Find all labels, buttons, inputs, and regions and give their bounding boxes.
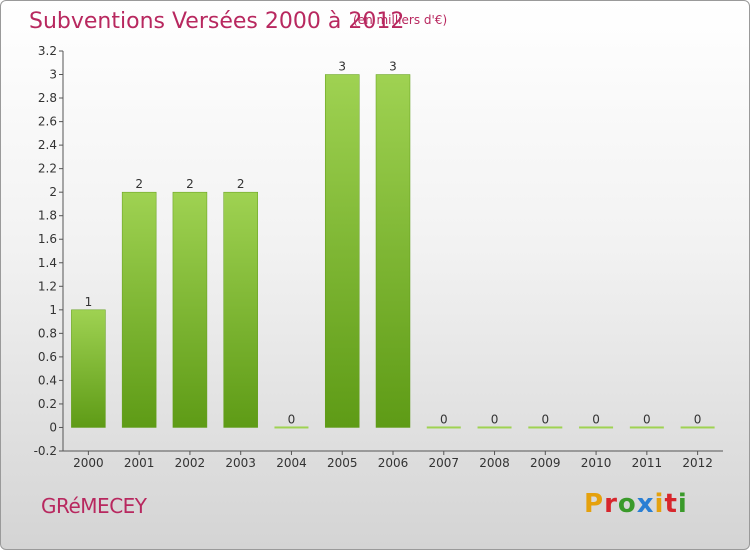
data-label: 2 (186, 177, 194, 191)
data-label: 0 (288, 412, 296, 426)
y-tick-label: 2.4 (38, 138, 57, 152)
x-tick-label: 2005 (327, 456, 358, 470)
x-tick-label: 2011 (632, 456, 663, 470)
x-tick-label: 2000 (73, 456, 104, 470)
y-tick-label: 1 (49, 303, 57, 317)
bar-2011 (629, 426, 664, 429)
y-tick-label: 1.4 (38, 256, 57, 270)
x-tick-label: 2010 (581, 456, 612, 470)
logo-letter: x (636, 489, 655, 519)
logo-letter: r (604, 489, 618, 519)
bar-2006 (375, 74, 411, 428)
x-tick-label: 2009 (530, 456, 561, 470)
bar-2010 (579, 426, 614, 429)
logo-letter: o (617, 489, 637, 519)
commune-name: GRéMECEY (41, 494, 147, 518)
data-label: 0 (440, 412, 448, 426)
data-label: 0 (592, 412, 600, 426)
logo-letter: i (654, 489, 665, 519)
bars-group (71, 74, 715, 429)
y-tick-label: 2.6 (38, 115, 57, 129)
data-label: 0 (491, 412, 499, 426)
data-label: 0 (541, 412, 549, 426)
bar-2012 (680, 426, 715, 429)
y-tick-label: 3 (49, 68, 57, 82)
y-tick-label: 0.8 (38, 326, 57, 340)
x-tick-label: 2002 (175, 456, 206, 470)
bar-2009 (528, 426, 563, 429)
labels-group: 2000 1 2001 2 2002 2 2003 2 2004 0 2005 3 2006 3 2007 0… (73, 60, 713, 470)
x-tick-label: 2004 (276, 456, 307, 470)
x-tick-label: 2007 (428, 456, 459, 470)
logo-letter: P (584, 489, 605, 519)
x-tick-label: 2008 (479, 456, 510, 470)
y-tick-label: -0.2 (34, 444, 57, 458)
chart-title: Subventions Versées 2000 à 2012 (29, 9, 405, 34)
data-label: 2 (135, 177, 143, 191)
proxiti-logo[interactable]: Proxiti (584, 489, 688, 519)
bar-2002 (172, 191, 208, 428)
y-tick-label: 1.6 (38, 232, 57, 246)
bar-2008 (477, 426, 512, 429)
y-tick-label: 2.8 (38, 91, 57, 105)
y-tick-label: 0.6 (38, 350, 57, 364)
logo-letter: t (664, 489, 678, 519)
data-label: 1 (85, 295, 93, 309)
y-tick-label: 2.2 (38, 162, 57, 176)
x-tick-label: 2012 (682, 456, 713, 470)
axes: -0.2 0 0.2 0.4 0.6 0.8 1 1.2 1.4 1.6 1.8 2 2.2 2.4 2.6… (34, 44, 723, 458)
data-label: 0 (643, 412, 651, 426)
y-tick-label: 2 (49, 185, 57, 199)
y-tick-label: 1.8 (38, 209, 57, 223)
logo-letter: i (677, 489, 688, 519)
data-label: 3 (389, 60, 397, 74)
x-tick-label: 2003 (225, 456, 256, 470)
data-label: 2 (237, 177, 245, 191)
y-tick-label: 0.4 (38, 373, 57, 387)
y-tick-label: 0.2 (38, 397, 57, 411)
bar-2001 (121, 191, 157, 428)
bar-2003 (223, 191, 258, 428)
y-tick-label: 3.2 (38, 44, 57, 58)
x-tick-label: 2006 (378, 456, 409, 470)
bar-2004 (274, 426, 309, 429)
y-tick-label: 0 (49, 420, 57, 434)
x-tick-label: 2001 (124, 456, 155, 470)
data-label: 3 (338, 60, 346, 74)
chart-subtitle: (en milliers d'€) (353, 13, 448, 27)
bar-2007 (426, 426, 461, 429)
data-label: 0 (694, 412, 702, 426)
y-tick-label: 1.2 (38, 279, 57, 293)
bar-2005 (324, 74, 360, 428)
bar-2000 (71, 309, 106, 428)
